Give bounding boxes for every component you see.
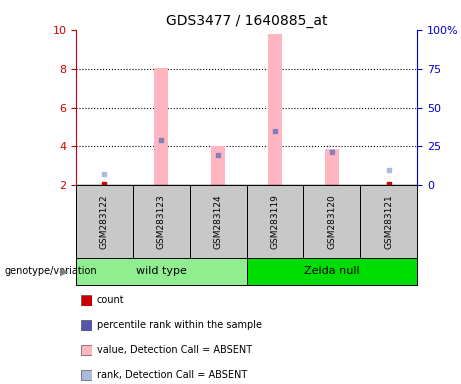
- Text: GSM283123: GSM283123: [157, 194, 166, 249]
- Text: value, Detection Call = ABSENT: value, Detection Call = ABSENT: [97, 345, 252, 355]
- Text: rank, Detection Call = ABSENT: rank, Detection Call = ABSENT: [97, 370, 247, 380]
- Text: Zelda null: Zelda null: [304, 266, 360, 276]
- Text: GSM283122: GSM283122: [100, 194, 109, 249]
- Text: ▶: ▶: [60, 266, 69, 276]
- Text: genotype/variation: genotype/variation: [5, 266, 97, 276]
- Text: GSM283119: GSM283119: [271, 194, 279, 249]
- FancyBboxPatch shape: [133, 185, 190, 258]
- Text: count: count: [97, 295, 124, 305]
- Title: GDS3477 / 1640885_at: GDS3477 / 1640885_at: [166, 13, 327, 28]
- FancyBboxPatch shape: [76, 185, 133, 258]
- Bar: [268, 34, 282, 185]
- Bar: [211, 146, 225, 185]
- Bar: [325, 149, 339, 185]
- FancyBboxPatch shape: [247, 185, 303, 258]
- FancyBboxPatch shape: [190, 185, 247, 258]
- Bar: [154, 68, 168, 185]
- Text: GSM283124: GSM283124: [214, 194, 223, 249]
- FancyBboxPatch shape: [247, 258, 417, 285]
- Text: GSM283121: GSM283121: [384, 194, 393, 249]
- FancyBboxPatch shape: [361, 185, 417, 258]
- Text: GSM283120: GSM283120: [327, 194, 337, 249]
- FancyBboxPatch shape: [303, 185, 361, 258]
- Text: percentile rank within the sample: percentile rank within the sample: [97, 320, 262, 330]
- FancyBboxPatch shape: [76, 258, 247, 285]
- Text: wild type: wild type: [136, 266, 187, 276]
